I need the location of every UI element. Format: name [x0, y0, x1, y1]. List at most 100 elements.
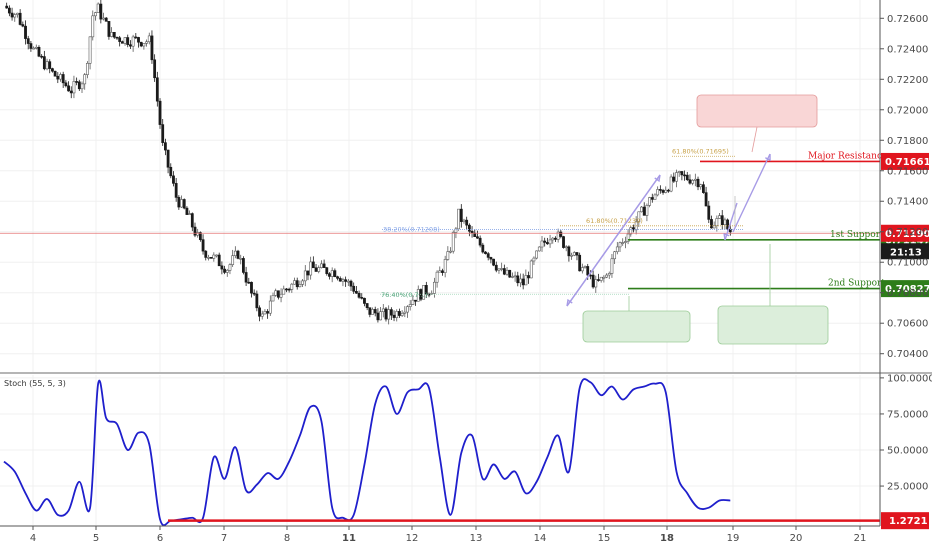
candle-body [459, 208, 463, 222]
candle-body [406, 306, 409, 313]
time-tick-label: 7 [221, 533, 227, 544]
candle-body [664, 189, 668, 193]
candle-body [457, 208, 461, 230]
candle-body [207, 257, 210, 259]
candle-body [470, 230, 474, 234]
stoch-tick-label: 75.0000 [887, 409, 928, 420]
price-axis: 0.72600 0.72400 0.72200 0.72000 0.71800 0.716… [880, 14, 928, 360]
candle-body [188, 213, 192, 215]
candle-body [597, 279, 600, 281]
candle-body [645, 205, 649, 216]
time-tick-label: 21 [854, 533, 867, 544]
candle-body [545, 242, 549, 245]
candle-body [325, 267, 329, 274]
candle-body [701, 184, 705, 193]
candle-body [301, 280, 304, 285]
price-tick-label: 0.71200 [887, 227, 928, 238]
candle-body [432, 281, 436, 294]
levels: 61.80%(0.71695) 61.80%(0.71239) 38.20%(0.7… [0, 147, 931, 299]
candle-body [236, 250, 240, 259]
time-tick-label: 8 [284, 533, 290, 544]
fib-label: 76.40%(0.7...) [381, 291, 427, 299]
candle-body [231, 255, 235, 265]
candle-body [16, 12, 19, 15]
candle-body [37, 46, 41, 57]
candle-body [118, 37, 122, 42]
candle-body [129, 44, 132, 47]
candle-body [680, 171, 684, 176]
candle-body [554, 237, 557, 240]
candle-body [492, 258, 495, 266]
candle-body [344, 279, 348, 282]
candle-body [618, 242, 622, 248]
candle-body [268, 300, 272, 314]
candle-body [446, 251, 450, 260]
candle-body [715, 218, 719, 227]
price-pane: 61.80%(0.71695) 61.80%(0.71239) 38.20%(0.7… [0, 0, 931, 372]
candle-body [387, 309, 391, 320]
candle-body [693, 178, 697, 181]
candle-body [403, 311, 407, 314]
candle-body [293, 280, 296, 285]
candle-body [53, 70, 57, 77]
candle-body [303, 270, 307, 282]
candle-body [7, 7, 11, 14]
candle-body [182, 199, 186, 209]
support1-callout [717, 305, 829, 345]
candle-body [137, 37, 140, 43]
candle-body [276, 290, 280, 298]
time-tick-label: 12 [406, 533, 419, 544]
stoch-axis: 100.0000 75.0000 50.0000 25.0000 1.2721 [880, 373, 932, 530]
candle-body [583, 266, 587, 268]
candle-body [247, 281, 251, 284]
candle-body [467, 224, 471, 232]
candle-body [540, 240, 544, 248]
candle-body [605, 274, 608, 278]
candle-body [704, 192, 708, 207]
arrow-down-left-head [566, 298, 573, 307]
candle-body [180, 199, 183, 208]
candle-body [516, 275, 520, 284]
fib-label: 61.80%(0.71239) [586, 217, 643, 225]
candle-body [449, 250, 452, 253]
current-price-label: 0.71190 [885, 229, 931, 240]
candle-body [395, 311, 399, 318]
candle-body [346, 280, 350, 283]
stoch-grid [0, 375, 880, 525]
level-price-tag [881, 280, 929, 298]
price-tick-label: 0.71800 [887, 136, 928, 147]
resistance-callout-tail [751, 126, 758, 153]
candle-body [381, 308, 385, 312]
arrow-up-large-head [765, 153, 771, 162]
candle-body [185, 207, 189, 215]
candle-body [242, 258, 245, 273]
candle-body [575, 252, 579, 256]
candle-body [56, 75, 60, 80]
candle-body [632, 227, 635, 231]
candle-body [45, 61, 49, 70]
candle-body [529, 260, 533, 279]
candle-body [341, 279, 345, 282]
candle-body [306, 270, 310, 276]
stoch-tick-label: 100.0000 [887, 373, 932, 384]
candle-body [696, 178, 700, 188]
candle-body [408, 304, 412, 307]
stoch-tick-label: 50.0000 [887, 446, 928, 457]
candle-body [357, 292, 361, 298]
price-tick-label: 0.72000 [887, 105, 928, 116]
candle-body [441, 270, 444, 273]
time-tick-label: 15 [598, 533, 611, 544]
candle-body [720, 215, 724, 225]
time-axis: 4 5 6 7 8 11 12 13 14 15 18 19 20 21 [30, 526, 867, 544]
candle-body [637, 211, 641, 223]
candle-body [556, 231, 560, 240]
candle-body [398, 311, 401, 316]
fib-label: 38.20%(0.71208) [383, 226, 440, 234]
candle-body [120, 41, 124, 44]
candle-body [317, 267, 321, 272]
candle-body [519, 278, 522, 284]
candle-body [610, 258, 614, 274]
candle-body [360, 297, 364, 299]
candle-body [623, 241, 627, 243]
candle-body [349, 280, 353, 287]
